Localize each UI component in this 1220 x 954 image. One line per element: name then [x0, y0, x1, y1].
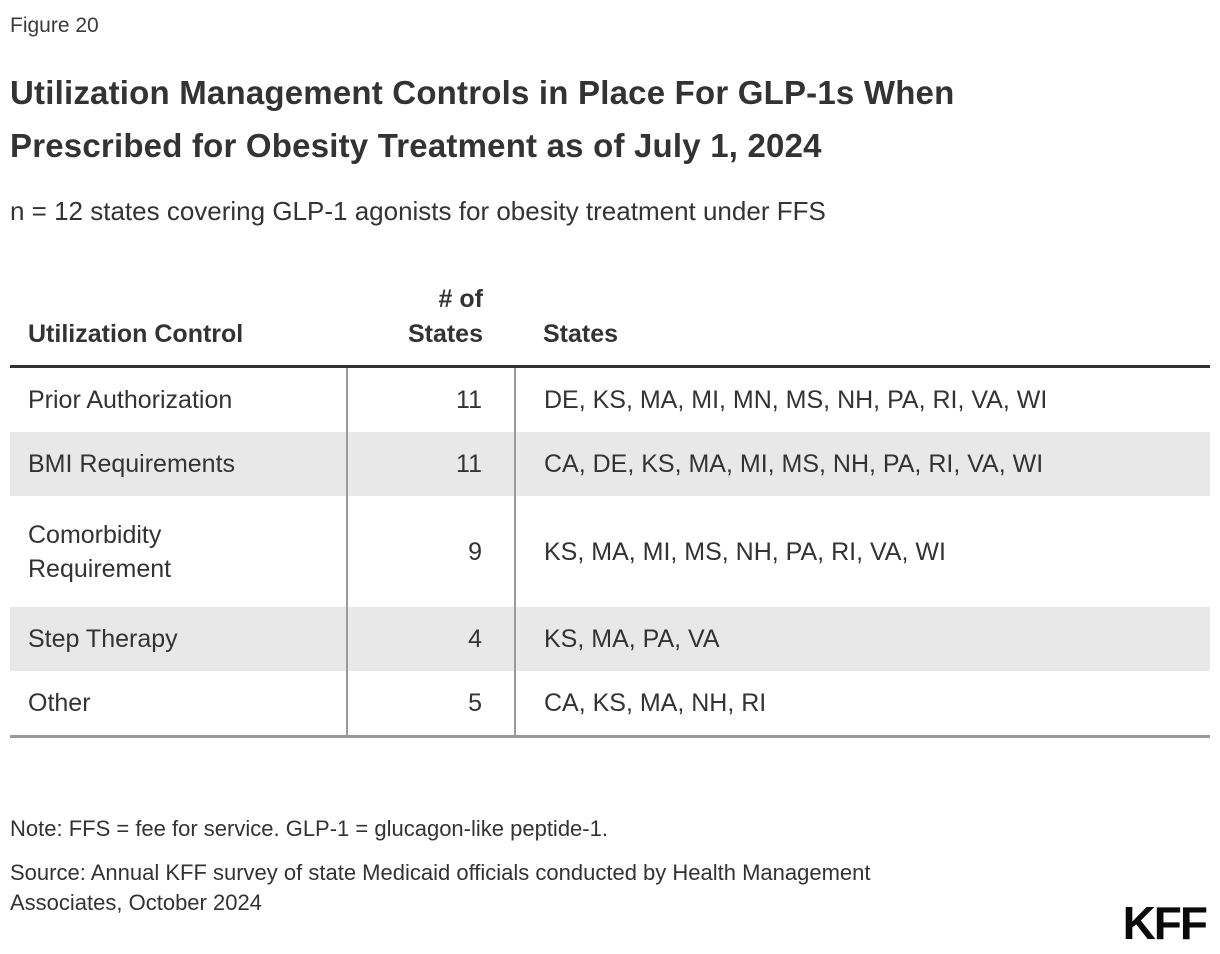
- subtitle: n = 12 states covering GLP-1 agonists fo…: [10, 196, 826, 226]
- count-cell: 11: [346, 366, 515, 432]
- kff-logo: KFF: [1122, 897, 1208, 949]
- control-cell: Prior Authorization: [28, 386, 233, 414]
- table-row: Other 5 CA, KS, MA, NH, RI: [10, 671, 1210, 737]
- table-header: Utilization Control # of States States: [10, 282, 1210, 367]
- column-header-number-of-states: # of States: [407, 285, 483, 348]
- page-title: Utilization Management Controls in Place…: [10, 74, 955, 164]
- control-cell: BMI Requirements: [28, 450, 236, 478]
- utilization-controls-table: Utilization Control # of States States P…: [10, 282, 1210, 738]
- column-header-states: States: [543, 320, 619, 348]
- count-cell: 11: [346, 432, 515, 496]
- note-text: Note: FFS = fee for service. GLP-1 = glu…: [10, 816, 608, 841]
- table-row: Prior Authorization 11 DE, KS, MA, MI, M…: [10, 366, 1210, 432]
- states-cell: CA, DE, KS, MA, MI, MS, NH, PA, RI, VA, …: [514, 432, 1210, 496]
- control-cell: Step Therapy: [28, 625, 178, 653]
- figure-label: Figure 20: [10, 14, 99, 37]
- control-cell: Other: [28, 689, 91, 717]
- table-row: Step Therapy 4 KS, MA, PA, VA: [10, 607, 1210, 671]
- table-row: Comorbidity Requirement 9 KS, MA, MI, MS…: [10, 496, 1210, 607]
- table-body: Prior Authorization 11 DE, KS, MA, MI, M…: [10, 366, 1210, 737]
- table-header-row: Utilization Control # of States States: [10, 282, 1210, 367]
- states-cell: KS, MA, MI, MS, NH, PA, RI, VA, WI: [514, 496, 1210, 607]
- states-cell: KS, MA, PA, VA: [514, 607, 1210, 671]
- column-header-utilization-control: Utilization Control: [28, 320, 244, 348]
- states-cell: CA, KS, MA, NH, RI: [514, 671, 1210, 737]
- source-text: Source: Annual KFF survey of state Medic…: [10, 860, 871, 915]
- states-cell: DE, KS, MA, MI, MN, MS, NH, PA, RI, VA, …: [514, 366, 1210, 432]
- count-cell: 5: [346, 671, 515, 737]
- control-cell: Comorbidity Requirement: [28, 520, 172, 583]
- count-cell: 9: [346, 496, 515, 607]
- table-row: BMI Requirements 11 CA, DE, KS, MA, MI, …: [10, 432, 1210, 496]
- count-cell: 4: [346, 607, 515, 671]
